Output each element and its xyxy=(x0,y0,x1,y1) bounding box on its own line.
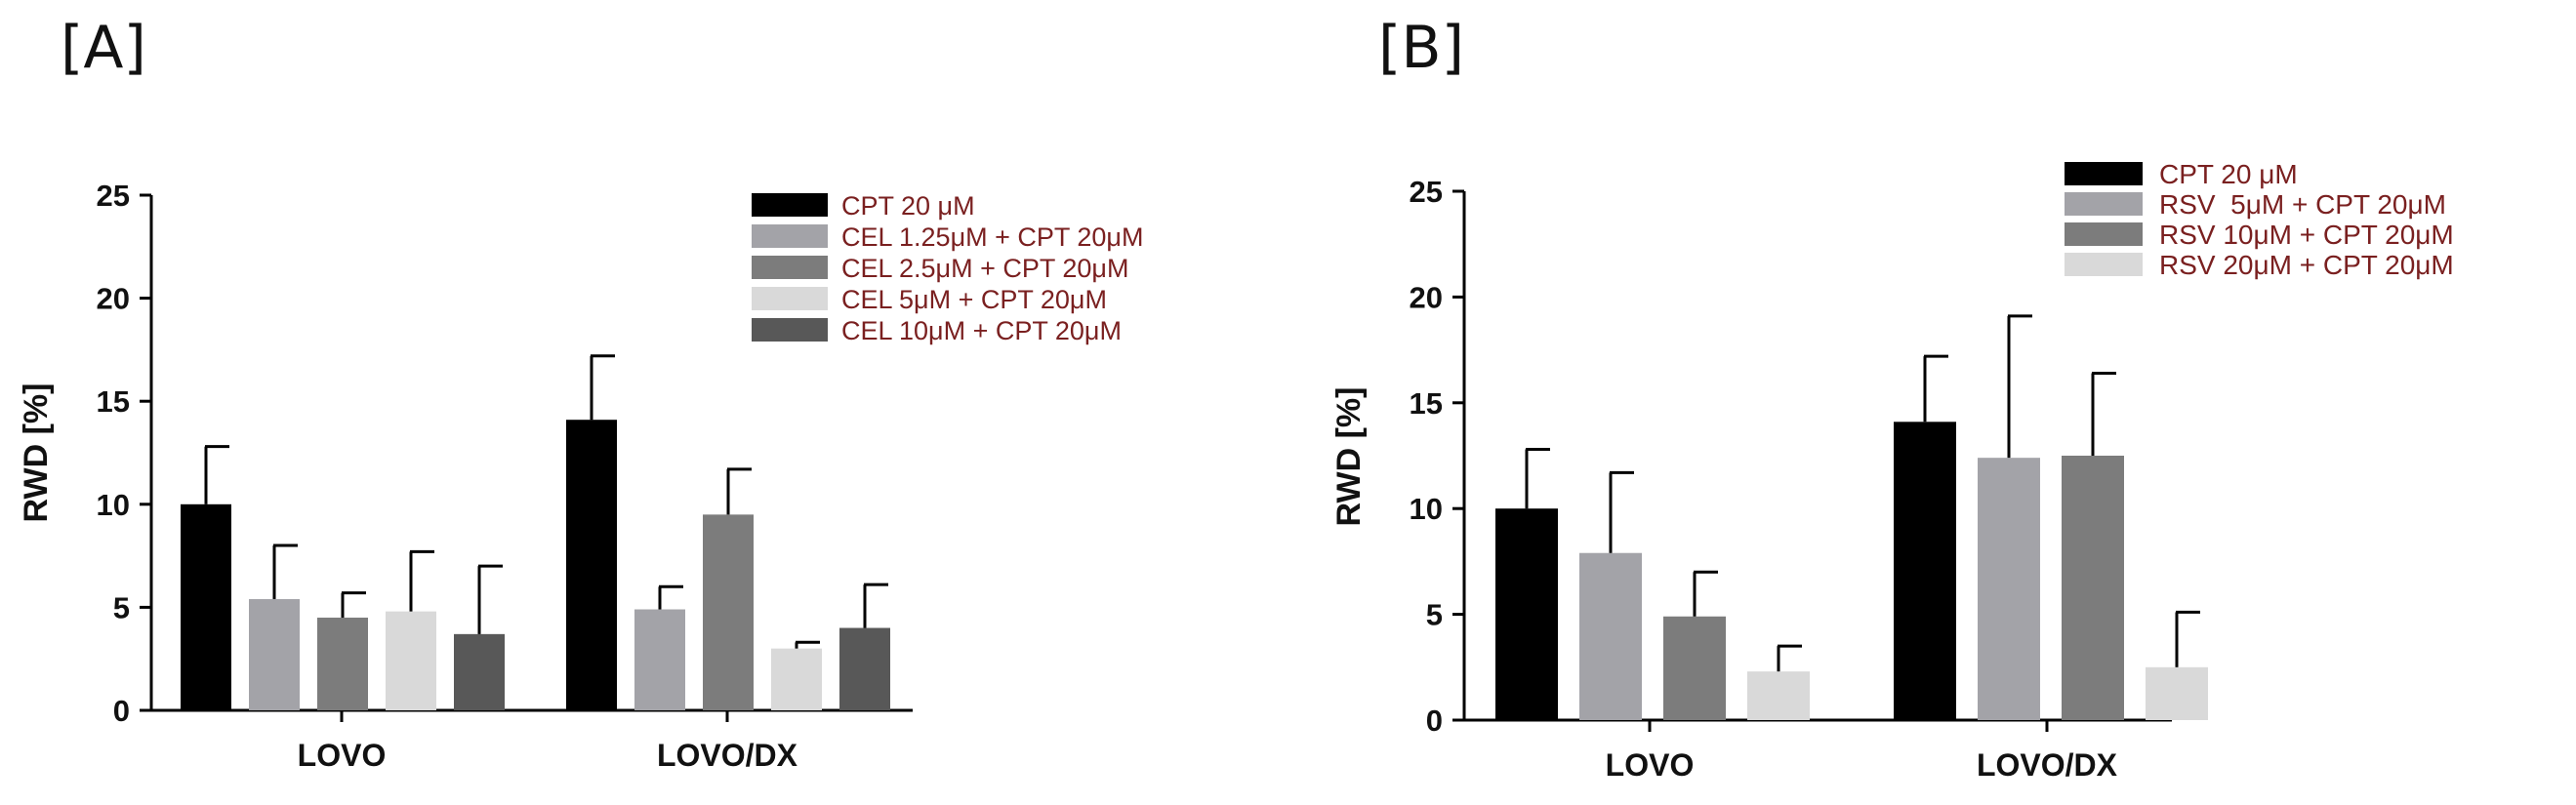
panel-a-bar xyxy=(566,420,617,710)
panel-a-bar xyxy=(454,633,505,710)
panel-b-y-tick-label: 10 xyxy=(1410,492,1443,526)
panel-b-label: [B] xyxy=(1378,14,1464,82)
panel-a-legend-swatch xyxy=(752,256,828,279)
panel-b-legend-swatch xyxy=(2065,192,2143,216)
panel-a-bar xyxy=(386,611,436,710)
panel-a-y-tick-label: 25 xyxy=(97,179,130,213)
panel-a-label: [A] xyxy=(61,14,146,82)
panel-b-bar xyxy=(1663,616,1726,720)
panel-a-y-tick-label: 20 xyxy=(97,282,130,316)
panel-a-y-axis-label: RWD [%] xyxy=(18,383,55,523)
panel-b-legend-swatch xyxy=(2065,162,2143,185)
panel-b-y-tick-label: 15 xyxy=(1410,386,1443,421)
panel-b-y-tick-label: 20 xyxy=(1410,280,1443,314)
panel-a-category-label: LOVO xyxy=(298,738,387,773)
panel-a-bar xyxy=(771,648,822,710)
panel-b-legend-label: CPT 20 μM xyxy=(2159,159,2298,189)
panel-b-legend-label: RSV 10μM + CPT 20μM xyxy=(2159,220,2454,250)
panel-b-bar xyxy=(1747,671,1810,720)
panel-a-bar xyxy=(181,503,231,710)
panel-b-y-axis-label: RWD [%] xyxy=(1330,387,1368,527)
panel-b-y-tick-label: 0 xyxy=(1426,704,1443,738)
panel-b-legend-swatch xyxy=(2065,222,2143,246)
panel-a-bar xyxy=(839,627,890,710)
panel-b-category-label: LOVO xyxy=(1606,747,1695,783)
panel-a-legend-label: CEL 5μM + CPT 20μM xyxy=(841,285,1107,314)
panel-b-y-tick-label: 5 xyxy=(1426,598,1443,632)
panel-b-bar xyxy=(1495,508,1558,720)
panel-b-legend-swatch xyxy=(2065,253,2143,276)
panel-a-legend-label: CEL 10μM + CPT 20μM xyxy=(841,316,1122,345)
panel-a-bar xyxy=(249,598,300,710)
panel-a-category-label: LOVO/DX xyxy=(657,738,798,773)
panel-a-bar xyxy=(634,609,685,710)
panel-b-bar xyxy=(1579,552,1642,720)
panel-a-y-tick-label: 10 xyxy=(97,488,130,522)
panel-a-y-tick-label: 5 xyxy=(113,590,130,624)
panel-b-legend-label: RSV 20μM + CPT 20μM xyxy=(2159,250,2454,280)
panel-a-legend-swatch xyxy=(752,193,828,217)
panel-b-bar xyxy=(2062,456,2124,720)
panel-a-bar xyxy=(317,617,368,710)
panel-a-y-tick-label: 15 xyxy=(97,384,130,419)
panel-a-legend-swatch xyxy=(752,287,828,310)
panel-a-legend-label: CEL 1.25μM + CPT 20μM xyxy=(841,222,1144,252)
panel-b-bar xyxy=(1894,422,1956,720)
panel-a-legend-label: CEL 2.5μM + CPT 20μM xyxy=(841,254,1128,283)
panel-b-legend-label: RSV 5μM + CPT 20μM xyxy=(2159,189,2446,220)
panel-a-legend-swatch xyxy=(752,318,828,342)
panel-b-y-tick-label: 25 xyxy=(1410,175,1443,209)
panel-b-bar xyxy=(1978,458,2040,720)
panel-b-category-label: LOVO/DX xyxy=(1977,747,2118,783)
panel-a-bar xyxy=(703,514,754,710)
panel-a-legend-label: CPT 20 μM xyxy=(841,191,975,221)
panel-b-bar xyxy=(2146,666,2208,720)
panel-a-y-tick-label: 0 xyxy=(113,694,130,728)
panel-a-legend-swatch xyxy=(752,224,828,248)
